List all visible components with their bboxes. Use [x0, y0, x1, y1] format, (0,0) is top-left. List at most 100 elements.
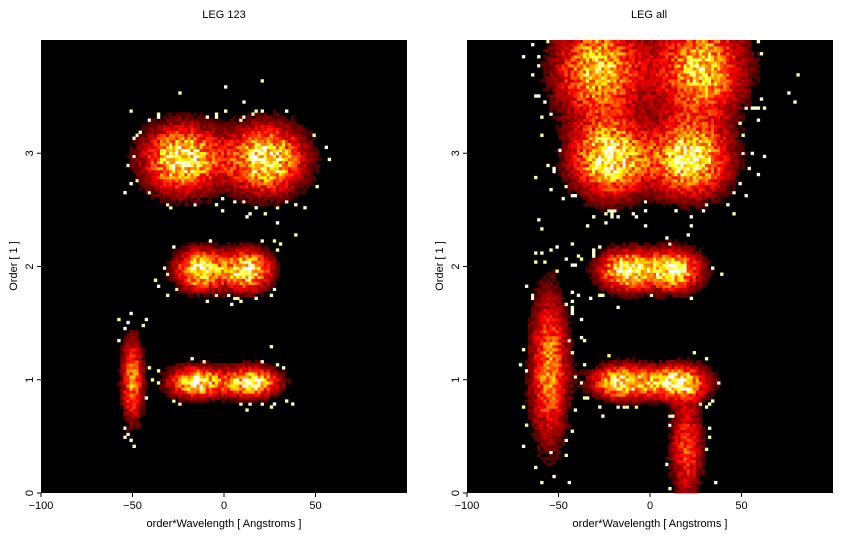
- heatmap-cell: [592, 378, 596, 382]
- heatmap-cell: [549, 67, 553, 71]
- heatmap-cell: [592, 215, 596, 219]
- heatmap-cell: [595, 206, 599, 210]
- heatmap-cell: [129, 396, 133, 400]
- heatmap-cell: [199, 133, 203, 137]
- heatmap-cell: [257, 369, 261, 373]
- heatmap-cell: [132, 163, 136, 168]
- heatmap-cell: [543, 287, 547, 291]
- heatmap-cell: [576, 384, 581, 388]
- heatmap-cell: [604, 91, 608, 95]
- heatmap-cell: [589, 187, 593, 192]
- heatmap-cell: [236, 260, 240, 264]
- heatmap-cell: [254, 166, 258, 171]
- heatmap-cell: [595, 184, 599, 189]
- heatmap-cell: [233, 296, 237, 301]
- heatmap-cell: [144, 148, 149, 153]
- heatmap-cell: [543, 378, 547, 382]
- heatmap-cell: [260, 139, 264, 143]
- heatmap-cell: [546, 450, 550, 455]
- heatmap-cell: [312, 175, 316, 180]
- heatmap-cell: [537, 381, 541, 385]
- heatmap-cell: [211, 142, 216, 146]
- heatmap-cell: [230, 148, 234, 153]
- heatmap-cell: [181, 387, 185, 391]
- heatmap-cell: [175, 378, 179, 382]
- heatmap-cell: [184, 369, 188, 373]
- heatmap-cell: [202, 363, 206, 367]
- heatmap-cell: [129, 369, 133, 373]
- heatmap-cell: [604, 263, 608, 267]
- heatmap-cell: [272, 172, 277, 177]
- heatmap-cell: [163, 115, 167, 119]
- heatmap-cell: [172, 197, 176, 201]
- heatmap-cell: [129, 402, 133, 406]
- heatmap-cell: [540, 296, 544, 301]
- heatmap-cell: [187, 160, 191, 165]
- heatmap-cell: [555, 88, 559, 92]
- heatmap-cell: [254, 369, 258, 373]
- heatmap-cell: [595, 40, 599, 44]
- heatmap-cell: [126, 393, 130, 397]
- heatmap-cell: [266, 263, 271, 267]
- heatmap-cell: [233, 121, 237, 125]
- heatmap-cell: [570, 311, 575, 316]
- heatmap-cell: [549, 378, 553, 382]
- heatmap-cell: [595, 97, 599, 101]
- heatmap-cell: [257, 142, 261, 146]
- heatmap-cell: [570, 178, 575, 183]
- heatmap-cell: [288, 187, 292, 192]
- heatmap-cell: [260, 384, 264, 388]
- heatmap-cell: [543, 396, 547, 400]
- heatmap-cell: [585, 381, 590, 385]
- heatmap-cell: [592, 67, 596, 71]
- heatmap-cell: [144, 127, 149, 131]
- heatmap-cell: [275, 184, 280, 189]
- heatmap-cell: [528, 320, 532, 325]
- heatmap-cell: [196, 393, 200, 397]
- heatmap-cell: [601, 396, 605, 400]
- heatmap-cell: [245, 118, 249, 122]
- heatmap-cell: [294, 163, 298, 168]
- heatmap-cell: [595, 278, 599, 282]
- heatmap-cell: [592, 381, 596, 385]
- heatmap-cell: [159, 160, 164, 165]
- heatmap-cell: [589, 124, 593, 128]
- heatmap-cell: [281, 142, 286, 146]
- heatmap-cell: [564, 46, 568, 50]
- heatmap-cell: [278, 157, 283, 162]
- heatmap-cell: [579, 55, 584, 59]
- heatmap-cell: [230, 130, 234, 134]
- heatmap-cell: [172, 184, 176, 189]
- heatmap-cell: [570, 112, 575, 116]
- heatmap-cell: [224, 163, 228, 168]
- heatmap-cell: [159, 194, 164, 198]
- heatmap-cell: [300, 148, 304, 153]
- heatmap-cell: [601, 175, 605, 180]
- heatmap-cell: [239, 175, 243, 180]
- heatmap-cell: [257, 254, 261, 258]
- heatmap-cell: [303, 139, 307, 143]
- heatmap-cell: [230, 375, 234, 379]
- heatmap-cell: [561, 390, 565, 394]
- heatmap-cell: [546, 284, 550, 288]
- heatmap-cell: [561, 52, 565, 56]
- heatmap-cell: [187, 384, 191, 388]
- heatmap-cell: [190, 145, 194, 150]
- heatmap-cell: [141, 181, 145, 186]
- heatmap-cell: [585, 109, 590, 113]
- heatmap-cell: [546, 314, 550, 319]
- heatmap-cell: [598, 275, 602, 279]
- heatmap-cell: [175, 121, 179, 125]
- heatmap-cell: [589, 70, 593, 74]
- heatmap-cell: [604, 58, 608, 62]
- heatmap-cell: [242, 163, 246, 168]
- heatmap-cell: [242, 266, 246, 270]
- heatmap-cell: [558, 357, 562, 361]
- heatmap-cell: [598, 52, 602, 56]
- heatmap-cell: [546, 79, 550, 83]
- heatmap-cell: [558, 372, 562, 376]
- heatmap-cell: [546, 342, 550, 346]
- heatmap-cell: [230, 166, 234, 171]
- heatmap-cell: [184, 260, 188, 264]
- heatmap-cell: [242, 197, 246, 201]
